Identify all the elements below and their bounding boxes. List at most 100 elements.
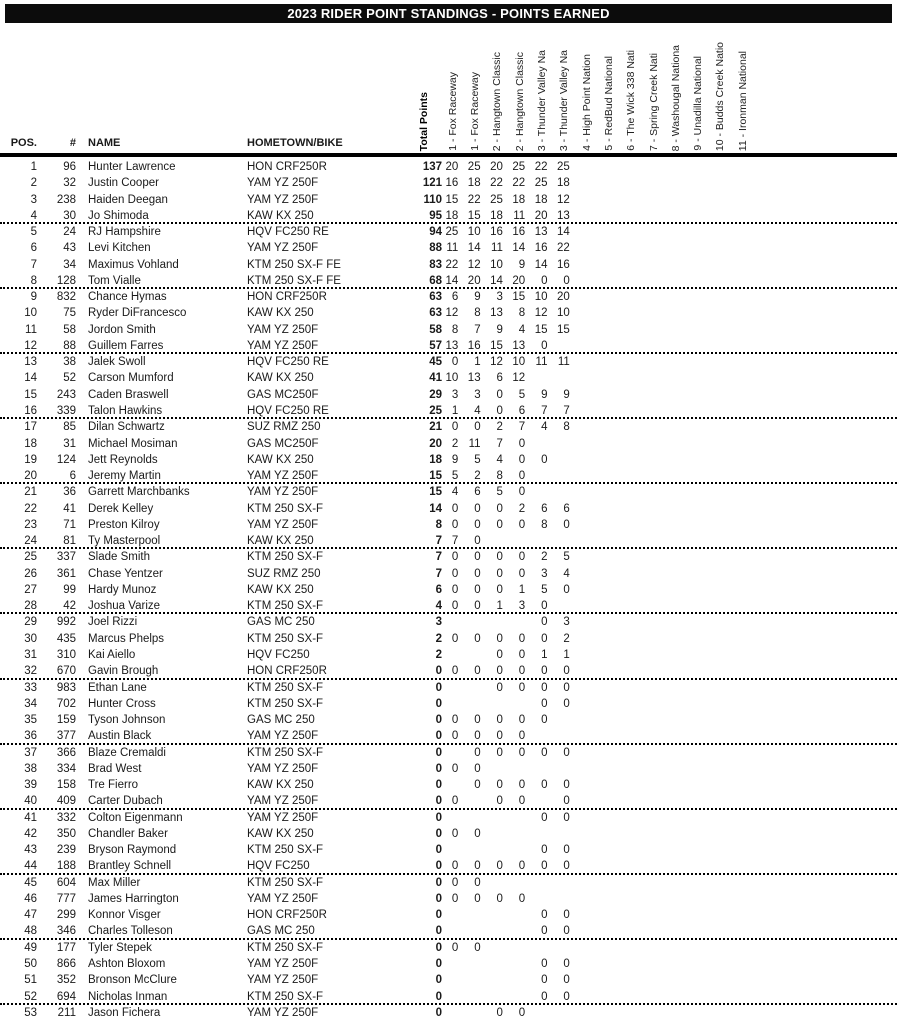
race-points-cell: 10	[445, 372, 459, 385]
race-points-cell	[442, 647, 464, 663]
total-cell: 137	[422, 161, 442, 173]
race-points-cell	[509, 989, 531, 1003]
pos-cell: 33	[24, 681, 37, 694]
race-points-cell: 18	[467, 177, 481, 190]
race-column-header: 11 - Ironman National	[732, 51, 754, 151]
pos-cell: 34	[24, 697, 37, 710]
race-points-cell	[732, 680, 754, 696]
race-points-cell	[687, 761, 709, 777]
race-points-cell	[643, 370, 665, 386]
pos-cell: 25	[24, 551, 37, 564]
table-row: 13 38 Jalek Swoll HQV FC250 RE 45 0 1 12 10…	[0, 354, 897, 370]
total-cell: 58	[429, 323, 442, 336]
row-filler	[754, 240, 897, 256]
race-points-cell	[732, 728, 754, 742]
row-filler	[754, 468, 897, 482]
bike-cell: KAW KX 250	[247, 307, 314, 320]
race-points-cell	[665, 631, 687, 647]
name-cell: Brantley Schnell	[88, 860, 172, 873]
race-points-cell	[710, 728, 732, 742]
race-points-cell: 6	[451, 291, 459, 304]
total-cell: 0	[435, 958, 442, 971]
race-points-cell	[687, 484, 709, 500]
name-cell: Ethan Lane	[88, 681, 147, 694]
num-cell: 346	[56, 925, 76, 938]
bike-cell: YAM YZ 250F	[247, 1006, 319, 1019]
race-points-cell	[732, 777, 754, 793]
name-cell: Talon Hawkins	[88, 404, 163, 417]
race-points-cell	[442, 696, 464, 712]
race-points-cell	[598, 192, 620, 208]
pos-cell: 10	[24, 307, 37, 320]
race-points-cell: 0	[518, 795, 526, 808]
race-points-cell	[643, 305, 665, 321]
points-cells: 0 0 1 1	[442, 647, 754, 663]
race-points-cell	[576, 1005, 598, 1021]
race-points-cell	[598, 501, 620, 517]
race-points-cell	[732, 354, 754, 370]
race-points-cell	[620, 533, 642, 547]
race-points-cell	[687, 468, 709, 482]
race-points-cell	[509, 907, 531, 923]
race-points-cell	[576, 436, 598, 452]
num-cell: 38	[63, 356, 76, 369]
race-points-cell: 3	[563, 616, 570, 629]
num-cell: 30	[63, 209, 76, 222]
race-points-cell: 0	[541, 844, 548, 857]
race-points-cell: 2	[474, 470, 481, 483]
race-points-cell: 3	[518, 600, 526, 613]
race-points-cell: 3	[451, 388, 459, 401]
num-cell: 81	[63, 535, 76, 548]
race-points-cell	[643, 972, 665, 988]
points-cells: 20 25 20 25 22 25	[442, 159, 754, 175]
name-cell: Slade Smith	[88, 551, 151, 564]
race-points-cell	[710, 533, 732, 547]
race-points-cell	[643, 712, 665, 728]
race-points-cell: 0	[541, 860, 548, 873]
num-cell: 159	[56, 714, 76, 727]
race-points-cell: 0	[496, 795, 503, 808]
race-points-cell: 1	[496, 600, 503, 613]
race-points-cell	[442, 956, 464, 972]
race-column-header: 2 - Hangtown Classic	[509, 52, 531, 151]
race-column-header: 1 - Fox Raceway	[442, 72, 464, 151]
num-cell: 366	[56, 746, 76, 759]
race-points-cell: 0	[563, 681, 570, 694]
race-points-cell	[576, 403, 598, 417]
race-points-cell	[553, 1005, 575, 1021]
race-points-cell	[732, 956, 754, 972]
num-cell: 42	[63, 600, 76, 613]
total-cell: 0	[435, 860, 442, 873]
race-points-cell: 0	[474, 518, 481, 531]
name-cell: Kai Aiello	[88, 648, 136, 661]
points-cells: 0 0 0 0 0	[442, 777, 754, 793]
race-points-cell: 0	[474, 779, 481, 792]
race-points-cell	[710, 940, 732, 956]
race-points-cell	[598, 826, 620, 842]
row-filler	[754, 696, 897, 712]
points-cells: 4 6 5 0	[442, 484, 754, 500]
race-points-cell	[620, 631, 642, 647]
race-points-cell: 0	[541, 665, 548, 678]
num-cell: 339	[56, 404, 76, 417]
race-points-cell: 22	[534, 161, 548, 173]
race-points-cell: 20	[534, 209, 548, 222]
race-points-cell: 13	[490, 307, 503, 320]
race-points-cell: 4	[496, 453, 503, 466]
race-points-cell	[665, 972, 687, 988]
total-cell: 29	[429, 388, 442, 401]
race-points-cell	[576, 696, 598, 712]
pos-cell: 32	[24, 665, 37, 678]
pos-cell: 52	[24, 990, 37, 1003]
race-points-cell	[687, 696, 709, 712]
race-points-cell	[598, 614, 620, 630]
race-points-cell	[620, 354, 642, 370]
race-points-cell	[665, 436, 687, 452]
race-points-cell	[620, 972, 642, 988]
bike-cell: SUZ RMZ 250	[247, 567, 321, 580]
race-points-cell	[598, 777, 620, 793]
race-column-header: 2 - Hangtown Classic	[487, 52, 509, 151]
